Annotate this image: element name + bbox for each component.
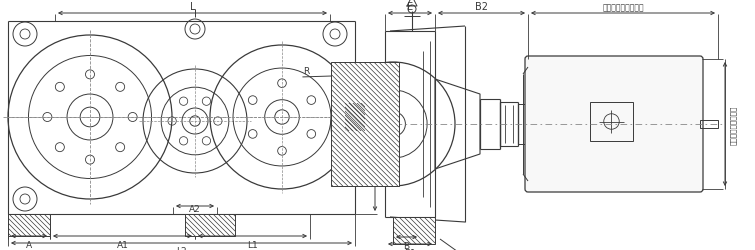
Text: A: A: [26, 240, 32, 249]
Text: A1: A1: [116, 240, 128, 249]
Bar: [590, 102, 633, 142]
Text: B2: B2: [475, 2, 488, 12]
Bar: [8, 214, 50, 236]
Bar: [331, 63, 399, 186]
Text: 电机直径按实际尺寸: 电机直径按实际尺寸: [729, 105, 736, 144]
Bar: [185, 214, 235, 236]
Text: E: E: [407, 2, 413, 12]
Text: H1: H1: [380, 161, 393, 170]
Bar: [393, 217, 435, 244]
Text: B: B: [403, 241, 409, 250]
Text: L2: L2: [176, 246, 186, 250]
Text: 电机长度按实际尺寸: 电机长度按实际尺寸: [602, 3, 644, 12]
Text: H: H: [380, 126, 387, 136]
Text: L1: L1: [247, 240, 258, 249]
Text: L: L: [190, 2, 196, 12]
Text: R: R: [303, 67, 310, 76]
Text: B1: B1: [404, 248, 416, 250]
Bar: [345, 104, 365, 132]
FancyBboxPatch shape: [525, 57, 703, 192]
Text: A2: A2: [189, 204, 201, 213]
Bar: [700, 120, 718, 128]
